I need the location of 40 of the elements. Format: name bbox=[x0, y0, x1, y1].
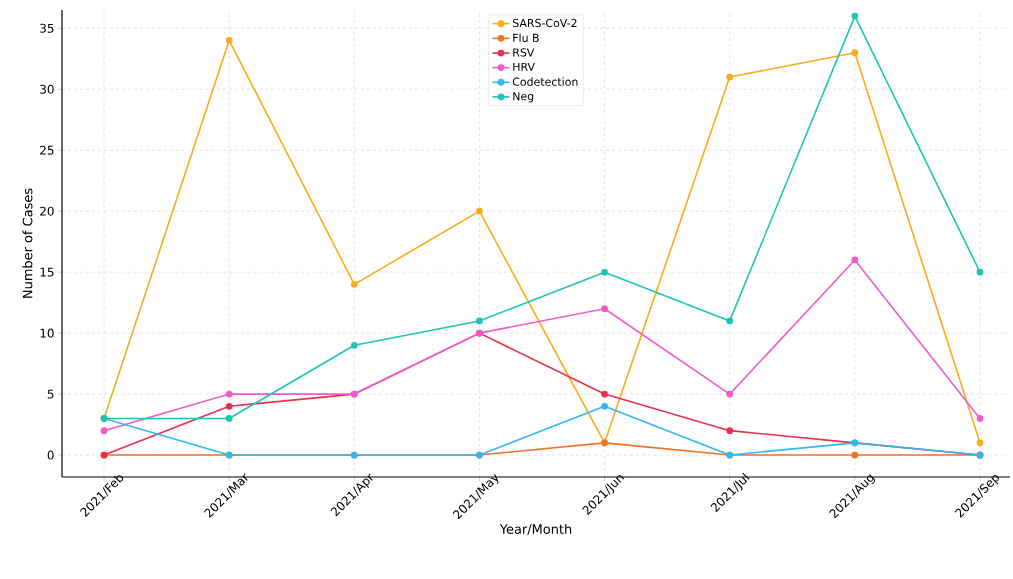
point bbox=[225, 415, 233, 422]
point bbox=[100, 427, 108, 435]
legend-label: Flu B bbox=[513, 33, 539, 42]
point bbox=[350, 280, 358, 288]
legend-label: SARS-CoV-2 bbox=[512, 18, 577, 28]
point bbox=[225, 37, 233, 44]
point bbox=[601, 268, 608, 276]
y-tick-label: 20 bbox=[40, 206, 54, 216]
point bbox=[976, 415, 984, 422]
point bbox=[976, 439, 984, 447]
point bbox=[851, 451, 859, 459]
point bbox=[476, 207, 483, 215]
y-tick-label: 10 bbox=[40, 328, 54, 338]
legend-label: RSV bbox=[513, 48, 535, 57]
legend-label: HRV bbox=[513, 62, 535, 71]
legend-label: Codetection bbox=[512, 77, 578, 86]
point bbox=[601, 402, 608, 410]
point bbox=[601, 390, 608, 398]
point bbox=[350, 341, 358, 349]
point bbox=[726, 427, 734, 435]
point bbox=[851, 256, 859, 264]
point bbox=[851, 12, 859, 20]
y-tick-label: 25 bbox=[40, 145, 54, 155]
y-tick-label: 5 bbox=[47, 389, 54, 399]
y-axis-title: Number of Cases bbox=[22, 188, 33, 298]
point bbox=[726, 390, 734, 398]
legend-label: Neg bbox=[513, 92, 534, 103]
x-axis-title: Year/Month bbox=[499, 523, 572, 535]
point bbox=[601, 305, 608, 313]
point bbox=[726, 317, 734, 325]
y-tick-label: 0 bbox=[47, 450, 54, 460]
y-tick-label: 15 bbox=[40, 267, 54, 277]
y-tick-label: 35 bbox=[40, 23, 54, 33]
point bbox=[225, 390, 233, 398]
point bbox=[976, 268, 984, 276]
point bbox=[476, 317, 483, 325]
point bbox=[851, 49, 859, 57]
y-tick-label: 30 bbox=[40, 84, 54, 94]
point bbox=[726, 73, 734, 81]
point bbox=[225, 402, 233, 410]
